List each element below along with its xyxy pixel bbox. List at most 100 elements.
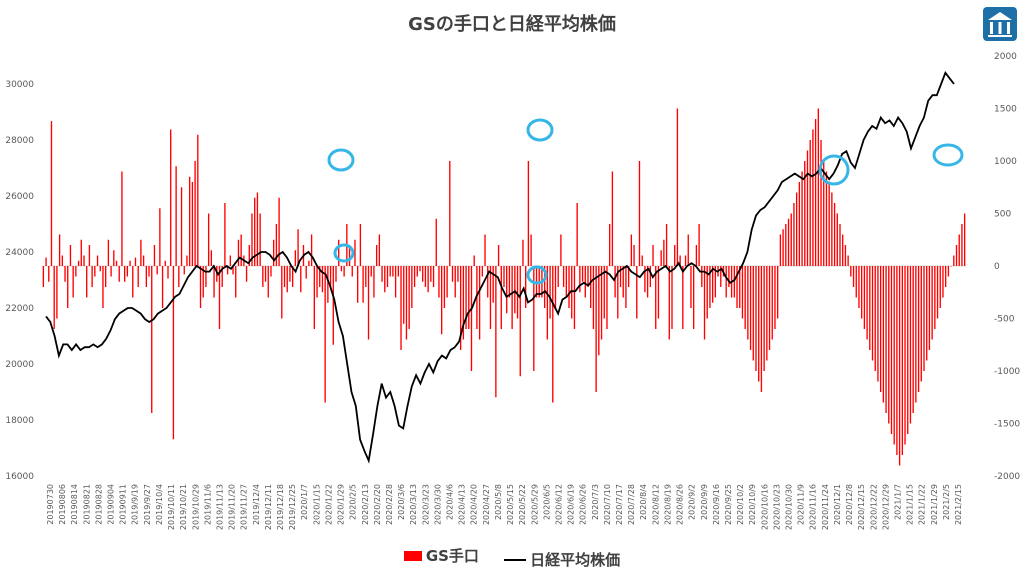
gs-bar (405, 266, 408, 340)
gs-bar (590, 266, 592, 308)
gs-bar (48, 266, 50, 282)
gs-bar (308, 260, 310, 266)
gs-bar (950, 266, 952, 267)
x-tick-label: 20190730 (46, 484, 55, 525)
gs-bar (641, 255, 643, 266)
gs-bar (923, 266, 925, 371)
gs-bar (77, 260, 80, 266)
gs-bar (373, 266, 375, 298)
gs-bar (633, 245, 635, 266)
gs-bar (375, 245, 378, 266)
gs-bar (207, 213, 210, 266)
gs-bar (606, 266, 608, 329)
gs-bar (300, 266, 302, 293)
highlight-circle (818, 154, 850, 186)
gs-bar (866, 266, 868, 340)
gs-bar (543, 266, 546, 308)
gs-bar (178, 266, 180, 287)
gs-bar (744, 266, 746, 329)
x-tick-label: 2020/6/26 (579, 484, 588, 525)
gs-bar (245, 266, 248, 282)
gs-bar (411, 266, 413, 308)
gs-bar (459, 266, 462, 350)
gs-bar (408, 266, 410, 329)
gs-bar (386, 266, 389, 287)
gs-bar (378, 234, 381, 266)
gs-bar (741, 266, 744, 319)
x-tick-label: 2020/11/16 (809, 484, 818, 530)
gs-bar (291, 266, 294, 287)
gs-bar (844, 245, 847, 266)
gs-bar (286, 266, 288, 293)
gs-bar (728, 266, 730, 287)
x-tick-label: 20190904 (107, 484, 116, 525)
x-tick-label: 2020/7/3 (591, 484, 600, 520)
gs-bar (885, 266, 887, 413)
gs-bar (690, 266, 692, 308)
gs-bar (321, 266, 324, 293)
x-tick-label: 2020/8/19 (663, 484, 672, 525)
highlight-circle (333, 243, 355, 263)
gs-bar (671, 266, 673, 329)
gs-bar (319, 266, 321, 287)
gs-bar (392, 266, 394, 277)
gs-bar (907, 266, 909, 434)
x-tick-label: 2020/8/26 (676, 484, 685, 525)
gs-bar (549, 266, 551, 319)
gs-bar (733, 266, 735, 298)
x-tick-label: 2020/5/8 (494, 484, 503, 520)
x-tick-label: 2020/4/20 (470, 484, 479, 525)
gs-bar (660, 250, 662, 266)
gs-bar (801, 171, 803, 266)
x-tick-label: 2020/10/9 (748, 484, 757, 525)
gs-bar (787, 218, 790, 266)
gs-bar (86, 266, 88, 298)
gs-bar (45, 257, 47, 266)
x-tick-label: 2020/1/22 (325, 484, 334, 525)
chart-plot-area: 1600018000200002200024000260002800030000… (5, 52, 1020, 530)
gs-bar (487, 266, 489, 298)
gs-bar (771, 266, 773, 340)
gs-bar (370, 266, 372, 277)
gs-bar (595, 266, 597, 392)
gs-bar (636, 266, 638, 319)
x-tick-label: 2020/4/6 (446, 484, 455, 520)
x-tick-label: 2020/5/22 (518, 484, 527, 525)
gs-bar (901, 266, 903, 455)
gs-bar (625, 266, 627, 308)
gs-bar (598, 266, 600, 356)
gs-bar (289, 266, 291, 282)
y-right-tick-label: 1000 (994, 157, 1017, 167)
x-tick-label: 20190814 (70, 484, 79, 525)
gs-bar (739, 266, 741, 308)
gs-bar (251, 213, 253, 266)
x-tick-label: 2021/1/15 (906, 484, 915, 525)
gs-bar (80, 239, 82, 266)
gs-bar (427, 266, 429, 293)
gs-bar (221, 266, 223, 287)
gs-bar (449, 161, 451, 266)
gs-bar (871, 266, 874, 361)
gs-bar (58, 234, 61, 266)
gs-bar (842, 234, 844, 266)
gs-bar (936, 266, 939, 319)
gs-bar (275, 224, 278, 266)
gs-bar (205, 266, 207, 287)
x-tick-label: 2020/12/22 (869, 484, 878, 530)
x-tick-label: 2019/9/27 (143, 484, 152, 525)
gs-bar (161, 266, 164, 308)
gs-bar (785, 224, 787, 266)
gs-bar (69, 245, 72, 266)
gs-bar (766, 266, 768, 361)
gs-bar (725, 266, 727, 298)
gs-bar (465, 266, 467, 329)
y-right-tick-label: -500 (994, 315, 1015, 325)
gs-bar (357, 266, 359, 303)
x-tick-label: 2020/4/27 (482, 484, 491, 525)
gs-bar (562, 266, 565, 287)
gs-bar (809, 140, 811, 266)
gs-bar (758, 266, 760, 382)
gs-bar (665, 224, 668, 266)
gs-bar (113, 250, 115, 266)
gs-bar (167, 266, 169, 279)
